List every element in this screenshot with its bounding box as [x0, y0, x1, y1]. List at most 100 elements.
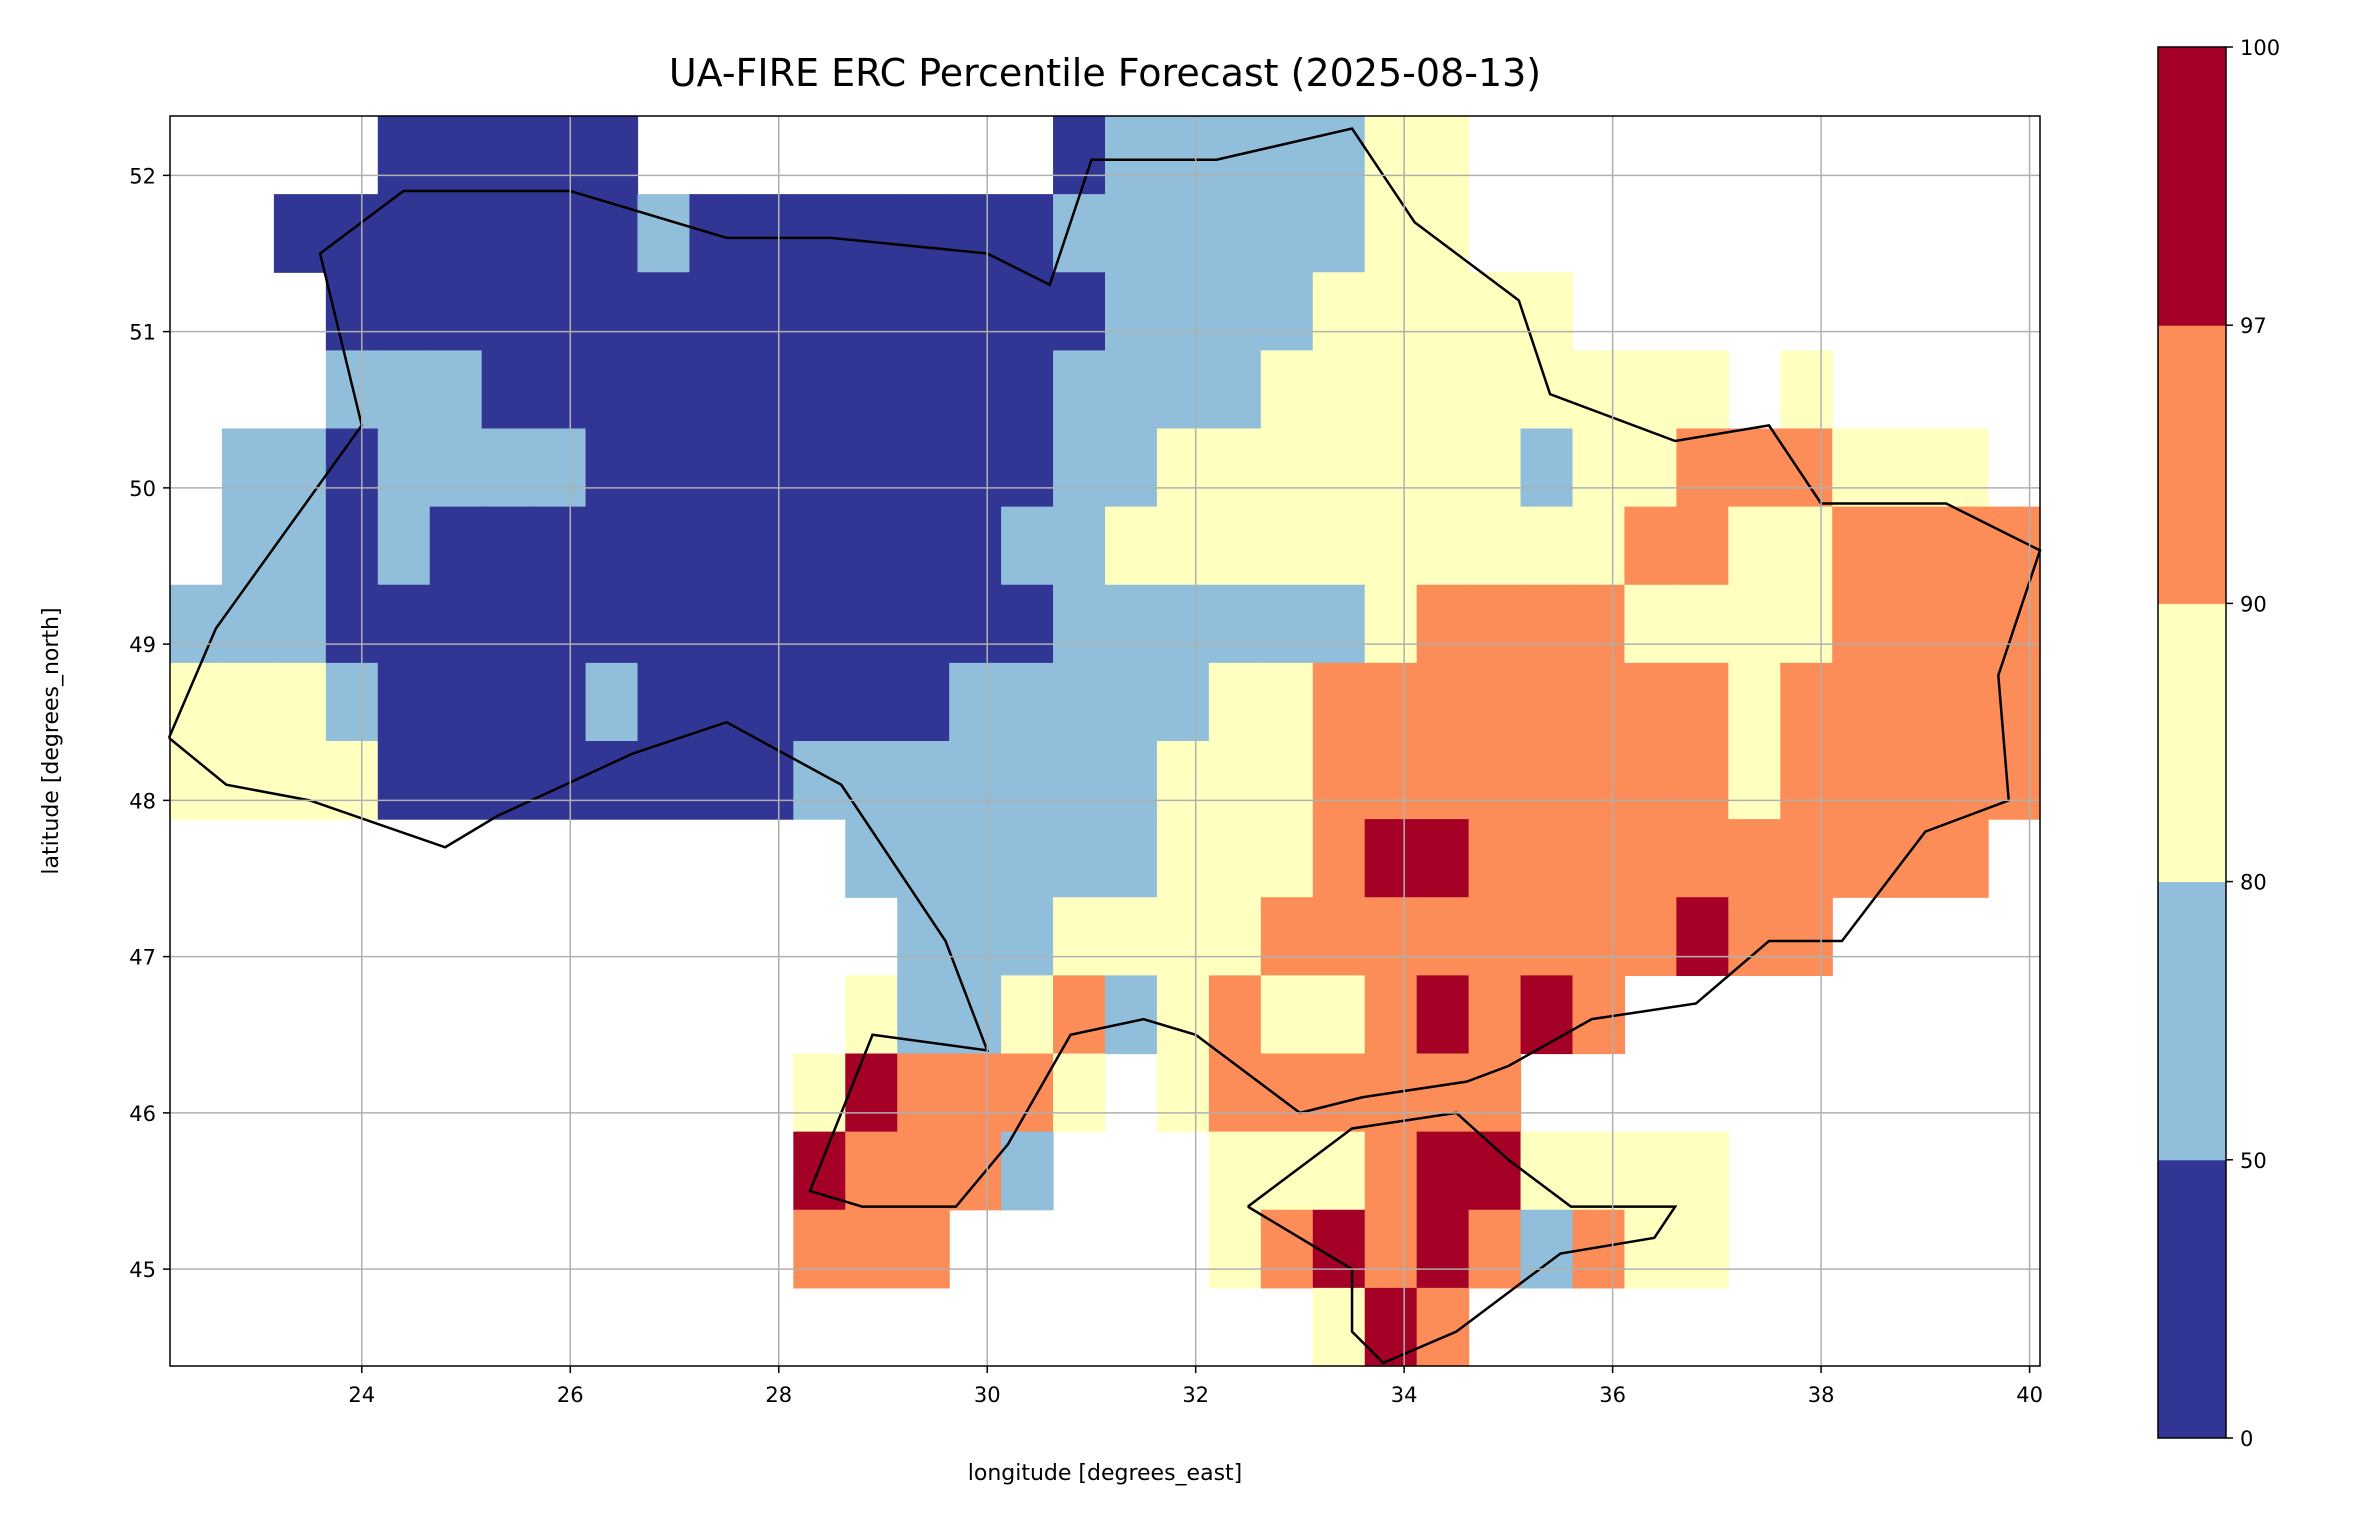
heatmap-cell — [533, 116, 587, 195]
heatmap-cell — [1572, 897, 1626, 976]
heatmap-cell — [1156, 350, 1210, 430]
heatmap-cell — [481, 116, 535, 195]
heatmap-cell — [1416, 1209, 1470, 1289]
heatmap-cell — [897, 428, 950, 508]
heatmap-cell — [1416, 506, 1470, 586]
heatmap-cell — [1468, 741, 1522, 820]
heatmap-cell — [1676, 1131, 1729, 1211]
heatmap-cell — [845, 1131, 898, 1211]
heatmap-cell — [793, 506, 846, 586]
heatmap-cell — [533, 741, 587, 820]
heatmap-cell — [585, 350, 639, 430]
heatmap-cell — [377, 116, 431, 195]
heatmap-cell — [1468, 1053, 1522, 1133]
heatmap-cell — [1156, 116, 1210, 195]
heatmap-cell — [1364, 975, 1418, 1055]
heatmap-cell — [1156, 819, 1210, 898]
heatmap-cell — [1105, 350, 1158, 430]
heatmap-cell — [170, 584, 223, 664]
heatmap-cell — [273, 662, 327, 742]
heatmap-cell — [1416, 584, 1470, 664]
heatmap-cell — [1156, 272, 1210, 351]
heatmap-cell — [481, 584, 535, 664]
heatmap-cell — [1001, 741, 1054, 820]
heatmap-cell — [689, 584, 742, 664]
heatmap-cell — [1208, 1131, 1262, 1211]
heatmap-cell — [1312, 1287, 1366, 1367]
heatmap-cell — [949, 272, 1002, 351]
heatmap-cell — [897, 584, 950, 664]
colorbar-frame — [2157, 46, 2227, 1439]
heatmap-cell — [1676, 741, 1729, 820]
heatmap-cell — [1312, 506, 1366, 586]
heatmap-cell — [585, 428, 639, 508]
heatmap-cell — [585, 741, 639, 820]
heatmap-cell — [741, 506, 794, 586]
x-tick-label: 36 — [1599, 1383, 1626, 1407]
heatmap-cell — [1053, 116, 1106, 195]
heatmap-cell — [221, 584, 275, 664]
heatmap-cell — [741, 350, 794, 430]
x-tick-label: 30 — [974, 1383, 1001, 1407]
heatmap-cell — [481, 272, 535, 351]
heatmap-cell — [533, 350, 587, 430]
heatmap-cell — [1780, 741, 1833, 820]
heatmap-cell — [793, 350, 846, 430]
heatmap-cell — [1676, 506, 1729, 586]
heatmap-cell — [1936, 662, 1989, 742]
heatmap-cell — [1208, 975, 1262, 1055]
heatmap-cell — [949, 662, 1002, 742]
heatmap-cell — [1416, 662, 1470, 742]
heatmap-cell — [1001, 975, 1054, 1055]
heatmap-cell — [897, 662, 950, 742]
heatmap-cell — [1260, 662, 1314, 742]
heatmap-cell — [377, 428, 431, 508]
heatmap-cell — [949, 350, 1002, 430]
heatmap-cell — [1260, 1209, 1314, 1289]
heatmap-cell — [1105, 662, 1158, 742]
heatmap-cell — [1208, 1209, 1262, 1289]
heatmap-cell — [1208, 350, 1262, 430]
heatmap-cell — [1053, 584, 1106, 664]
colorbar-segment — [2158, 881, 2226, 1161]
heatmap-cell — [1105, 506, 1158, 586]
heatmap-cell — [741, 272, 794, 351]
heatmap-cell — [221, 741, 275, 820]
colorbar-segment — [2158, 1159, 2226, 1439]
heatmap-cell — [1572, 662, 1626, 742]
heatmap-cell — [793, 584, 846, 664]
heatmap-cell — [1832, 428, 1885, 508]
heatmap-cell — [1364, 116, 1418, 195]
heatmap-cell — [1156, 897, 1210, 976]
heatmap-cell — [949, 819, 1002, 898]
heatmap-cell — [1364, 350, 1418, 430]
heatmap-cell — [949, 741, 1002, 820]
heatmap-cell — [1312, 741, 1366, 820]
heatmap-cell — [1520, 506, 1574, 586]
heatmap-cell — [1260, 194, 1314, 273]
heatmap-cell — [481, 506, 535, 586]
heatmap-cell — [1520, 897, 1574, 976]
heatmap-cell — [1728, 741, 1781, 820]
heatmap-cell — [1312, 1131, 1366, 1211]
colorbar-tick-label: 0 — [2240, 1427, 2253, 1451]
heatmap-cell — [949, 975, 1002, 1055]
heatmap-cell — [949, 1131, 1002, 1211]
heatmap-cell — [1624, 819, 1677, 898]
heatmap-cell — [689, 428, 742, 508]
heatmap-cell — [325, 194, 379, 273]
heatmap-cell — [1260, 1053, 1314, 1133]
ukraine-border — [167, 127, 2042, 1208]
heatmap-cell — [1624, 662, 1677, 742]
heatmap-cell — [1156, 1053, 1210, 1133]
heatmap-cell — [689, 350, 742, 430]
heatmap-cell — [1208, 1053, 1262, 1133]
heatmap-cell — [1260, 584, 1314, 664]
heatmap-cell — [1312, 975, 1366, 1055]
heatmap-cell — [1105, 975, 1158, 1055]
heatmap-cell — [1624, 1131, 1677, 1211]
heatmap-cell — [741, 741, 794, 820]
heatmap-cell — [897, 272, 950, 351]
heatmap-cell — [1676, 1209, 1729, 1289]
heatmap-cell — [1676, 897, 1729, 976]
